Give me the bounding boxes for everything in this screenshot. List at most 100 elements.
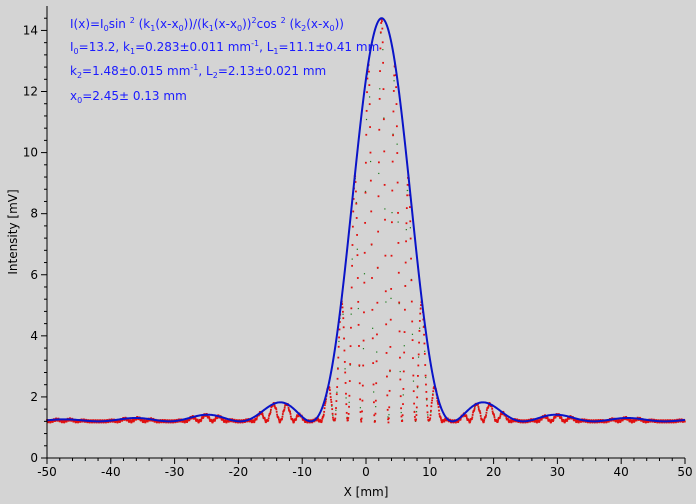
measured-point	[88, 421, 91, 424]
measured-point	[522, 421, 525, 424]
fit-point	[350, 313, 352, 315]
measured-point	[497, 419, 499, 422]
measured-point	[574, 419, 577, 422]
measured-point	[526, 421, 529, 424]
y-tick-label: 2	[30, 390, 38, 404]
measured-point	[405, 222, 408, 225]
fit-point	[376, 351, 378, 353]
measured-point	[174, 421, 177, 424]
measured-point	[610, 419, 613, 422]
measured-point	[336, 377, 339, 380]
measured-point	[330, 404, 333, 406]
measured-point	[318, 420, 321, 423]
y-axis-label: Intensity [mV]	[6, 189, 20, 274]
measured-point	[560, 418, 563, 421]
measured-point	[368, 84, 371, 86]
measured-point	[431, 393, 434, 396]
measured-point	[413, 411, 416, 413]
measured-point	[250, 419, 252, 421]
measured-point	[418, 320, 421, 322]
measured-point	[531, 420, 534, 423]
measured-point	[465, 414, 468, 417]
measured-point	[261, 412, 264, 415]
measured-point	[270, 406, 273, 409]
measured-point	[216, 416, 219, 419]
measured-point	[493, 414, 496, 417]
measured-point	[629, 420, 631, 422]
measured-point	[412, 357, 414, 360]
measured-point	[385, 323, 388, 326]
measured-point	[402, 403, 404, 405]
measured-point	[381, 20, 383, 23]
measured-point	[59, 419, 61, 422]
measured-point	[357, 300, 360, 303]
measured-point	[477, 405, 480, 408]
measured-point	[323, 410, 326, 413]
measured-point	[406, 183, 409, 186]
measured-point	[530, 418, 533, 421]
measured-point	[654, 421, 657, 423]
measured-point	[294, 419, 297, 421]
measured-point	[425, 391, 428, 393]
measured-point	[422, 326, 425, 328]
fit-point	[400, 411, 402, 414]
measured-point	[322, 413, 325, 416]
measured-point	[275, 410, 278, 413]
measured-point	[401, 419, 404, 422]
measured-point	[338, 328, 341, 331]
measured-point	[348, 380, 351, 382]
measured-point	[268, 414, 270, 417]
measured-point	[656, 421, 659, 424]
measured-point	[284, 404, 286, 407]
measured-point	[351, 264, 353, 267]
measured-point	[487, 405, 490, 408]
fit-point	[416, 387, 419, 389]
measured-point	[253, 420, 256, 423]
measured-point	[276, 413, 278, 416]
measured-point	[144, 420, 147, 423]
measured-point	[398, 330, 401, 333]
measured-point	[359, 398, 362, 401]
measured-point	[402, 388, 405, 390]
measured-point	[484, 415, 487, 418]
measured-point	[255, 417, 258, 420]
measured-point	[214, 419, 216, 422]
measured-point	[281, 413, 284, 415]
fit-point	[427, 414, 429, 416]
measured-point	[95, 421, 98, 424]
measured-point	[382, 61, 384, 64]
fit-point	[397, 221, 399, 223]
measured-point	[660, 419, 662, 422]
measured-point	[179, 420, 182, 423]
measured-point	[382, 118, 385, 121]
measured-point	[683, 420, 686, 423]
measured-point	[335, 407, 337, 409]
measured-point	[418, 330, 421, 332]
measured-point	[495, 420, 498, 422]
measured-point	[496, 421, 499, 424]
measured-point	[144, 421, 147, 424]
measured-point	[483, 417, 486, 420]
measured-point	[333, 419, 336, 422]
x-axis-label: X [mm]	[344, 485, 389, 499]
measured-point	[426, 416, 429, 419]
measured-point	[86, 421, 89, 424]
measured-point	[211, 421, 214, 424]
measured-point	[401, 414, 404, 417]
measured-point	[361, 410, 363, 413]
measured-point	[406, 194, 409, 197]
measured-point	[334, 413, 337, 416]
y-tick-label: 12	[23, 85, 38, 99]
fit-point	[402, 394, 404, 396]
measured-point	[335, 393, 338, 396]
measured-point	[404, 261, 407, 264]
measured-point	[227, 420, 230, 423]
measured-point	[379, 47, 382, 50]
measured-point	[413, 416, 416, 418]
measured-point	[291, 418, 294, 420]
fit-point	[348, 401, 350, 403]
measured-point	[379, 31, 382, 34]
fit-point	[418, 327, 421, 329]
measured-point	[91, 421, 94, 424]
measured-point	[627, 418, 630, 421]
